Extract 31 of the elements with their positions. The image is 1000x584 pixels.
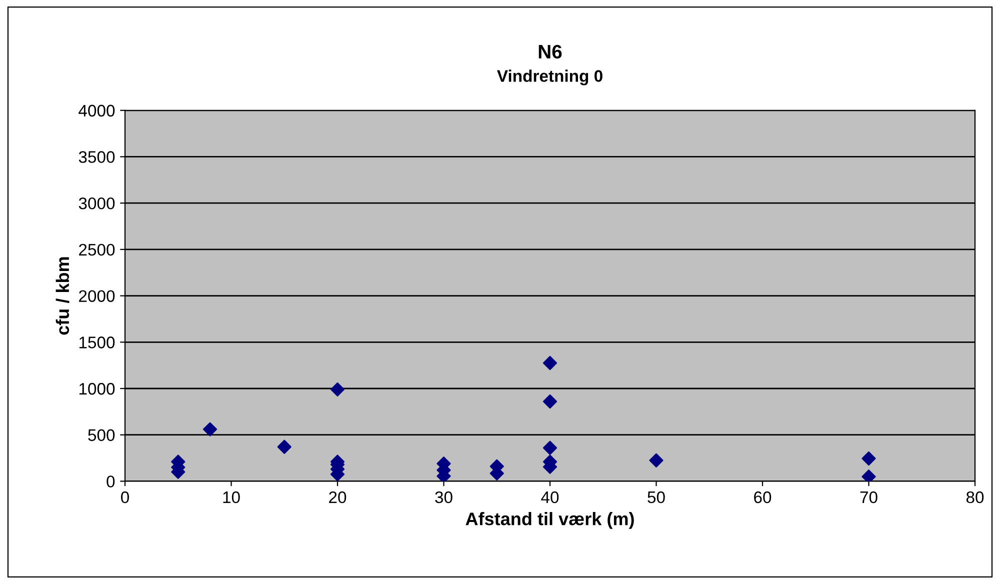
y-tick-label: 3500 — [78, 151, 115, 163]
x-tick-label: 60 — [754, 491, 772, 504]
x-axis-title: Afstand til værk (m) — [466, 512, 634, 529]
y-tick-label: 3000 — [78, 197, 115, 210]
point — [330, 382, 345, 396]
x-tick-label: 0 — [121, 491, 129, 504]
y-tick-label: 500 — [88, 429, 115, 442]
point — [542, 394, 558, 409]
chart-title: N6 — [538, 44, 562, 59]
point — [542, 356, 558, 370]
point — [862, 470, 876, 482]
point — [277, 440, 292, 454]
point — [862, 451, 876, 466]
x-tick-label: 40 — [541, 491, 559, 504]
x-tick-label: 50 — [648, 491, 665, 504]
y-tick-label: 2000 — [79, 290, 115, 302]
chart-subtitle: Vindretning 0 — [497, 70, 602, 86]
y-tick-label: 0 — [106, 476, 115, 488]
y-tick-label: 4000 — [78, 104, 115, 117]
point — [202, 422, 218, 436]
x-tick-label: 70 — [860, 491, 878, 504]
x-tick-label: 30 — [435, 491, 452, 504]
y-tick-label: 1500 — [79, 336, 115, 348]
x-tick-label: 80 — [966, 491, 984, 504]
x-tick-label: 10 — [223, 491, 240, 504]
x-tick-label: 20 — [329, 491, 346, 504]
y-tick-label: 2500 — [79, 244, 115, 256]
point — [542, 440, 558, 455]
point — [649, 453, 664, 468]
y-tick-label: 1000 — [79, 382, 115, 395]
y-axis-title: cfu / kbm — [56, 257, 70, 335]
